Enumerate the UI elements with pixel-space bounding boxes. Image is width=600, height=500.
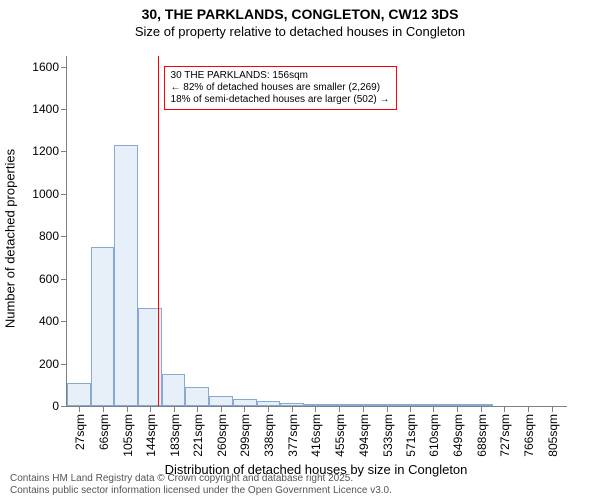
footer-line: Contains public sector information licen… bbox=[10, 485, 392, 497]
x-tick bbox=[410, 406, 411, 412]
x-tick bbox=[127, 406, 128, 412]
y-tick-label: 800 bbox=[39, 229, 67, 243]
y-tick-label: 1600 bbox=[32, 60, 67, 74]
marker-line bbox=[158, 56, 159, 406]
x-tick bbox=[221, 406, 222, 412]
x-tick-label: 494sqm bbox=[357, 414, 371, 464]
x-tick-label: 688sqm bbox=[475, 414, 489, 464]
x-tick bbox=[315, 406, 316, 412]
histogram-bar bbox=[114, 145, 138, 406]
x-tick bbox=[433, 406, 434, 412]
x-tick bbox=[150, 406, 151, 412]
annotation-line: 18% of semi-detached houses are larger (… bbox=[171, 94, 390, 106]
x-tick-label: 571sqm bbox=[404, 414, 418, 464]
histogram-bar bbox=[209, 396, 233, 406]
x-tick-label: 455sqm bbox=[333, 414, 347, 464]
x-tick bbox=[268, 406, 269, 412]
footer-line: Contains HM Land Registry data © Crown c… bbox=[10, 473, 392, 485]
histogram-bar bbox=[91, 247, 115, 406]
chart-title-sub: Size of property relative to detached ho… bbox=[0, 22, 600, 39]
y-tick-label: 600 bbox=[39, 272, 67, 286]
x-tick bbox=[363, 406, 364, 412]
annotation-box: 30 THE PARKLANDS: 156sqm← 82% of detache… bbox=[164, 66, 397, 110]
y-axis-label: Number of detached properties bbox=[3, 64, 18, 414]
x-tick bbox=[197, 406, 198, 412]
x-tick bbox=[292, 406, 293, 412]
x-tick bbox=[174, 406, 175, 412]
y-tick-label: 0 bbox=[52, 399, 67, 413]
x-tick bbox=[481, 406, 482, 412]
x-tick bbox=[244, 406, 245, 412]
histogram-bar bbox=[185, 387, 209, 406]
histogram-bar bbox=[67, 383, 91, 406]
x-tick-label: 416sqm bbox=[309, 414, 323, 464]
x-tick-label: 533sqm bbox=[381, 414, 395, 464]
histogram-bar bbox=[233, 399, 257, 406]
x-tick-label: 27sqm bbox=[73, 414, 87, 464]
annotation-line: 30 THE PARKLANDS: 156sqm bbox=[171, 70, 390, 82]
x-tick bbox=[387, 406, 388, 412]
x-tick-label: 649sqm bbox=[451, 414, 465, 464]
x-tick-label: 727sqm bbox=[498, 414, 512, 464]
x-tick-label: 610sqm bbox=[427, 414, 441, 464]
x-tick-label: 377sqm bbox=[286, 414, 300, 464]
chart-container: 30, THE PARKLANDS, CONGLETON, CW12 3DS S… bbox=[0, 0, 600, 500]
y-tick-label: 1200 bbox=[32, 144, 67, 158]
annotation-line: ← 82% of detached houses are smaller (2,… bbox=[171, 82, 390, 94]
x-tick-label: 221sqm bbox=[191, 414, 205, 464]
chart-title-main: 30, THE PARKLANDS, CONGLETON, CW12 3DS bbox=[0, 0, 600, 22]
x-tick-label: 105sqm bbox=[121, 414, 135, 464]
y-tick-label: 1000 bbox=[32, 187, 67, 201]
x-tick-label: 144sqm bbox=[144, 414, 158, 464]
x-tick-label: 66sqm bbox=[97, 414, 111, 464]
y-tick-label: 200 bbox=[39, 357, 67, 371]
x-tick bbox=[103, 406, 104, 412]
x-tick bbox=[528, 406, 529, 412]
x-tick-label: 766sqm bbox=[522, 414, 536, 464]
x-tick-label: 338sqm bbox=[262, 414, 276, 464]
y-tick-label: 1400 bbox=[32, 102, 67, 116]
footer: Contains HM Land Registry data © Crown c… bbox=[10, 473, 392, 496]
x-tick-label: 260sqm bbox=[215, 414, 229, 464]
x-tick-label: 805sqm bbox=[546, 414, 560, 464]
x-tick-label: 183sqm bbox=[168, 414, 182, 464]
x-tick bbox=[552, 406, 553, 412]
x-tick-label: 299sqm bbox=[238, 414, 252, 464]
x-tick bbox=[457, 406, 458, 412]
y-tick-label: 400 bbox=[39, 314, 67, 328]
plot-area: 30 THE PARKLANDS: 156sqm← 82% of detache… bbox=[66, 56, 567, 407]
x-tick bbox=[79, 406, 80, 412]
histogram-bar bbox=[162, 374, 186, 406]
x-tick bbox=[339, 406, 340, 412]
x-tick bbox=[504, 406, 505, 412]
